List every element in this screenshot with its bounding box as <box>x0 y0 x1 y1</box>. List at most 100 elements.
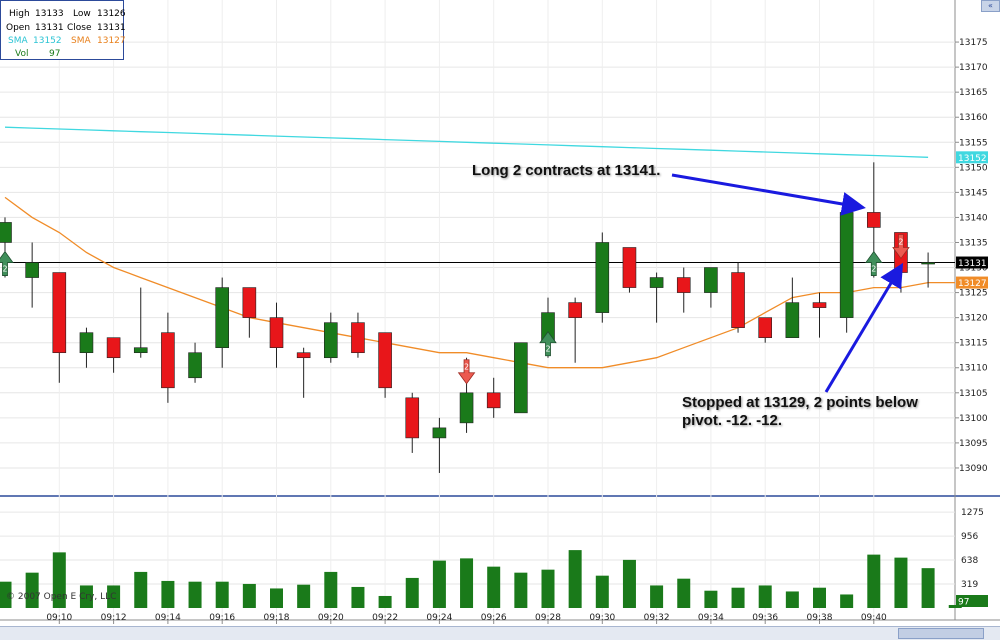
low-value: 13126 <box>97 9 126 19</box>
svg-text:13131: 13131 <box>958 259 987 269</box>
candle-body <box>812 302 827 308</box>
price-tick-label: 13145 <box>959 188 988 198</box>
volume-bar <box>405 577 419 608</box>
candle-body <box>242 287 257 318</box>
time-tick-label: 09:26 <box>481 613 507 623</box>
candle-body <box>568 302 582 318</box>
candle-body <box>79 332 94 354</box>
candle <box>269 302 284 368</box>
candle-body <box>0 222 12 243</box>
price-tick-label: 13120 <box>959 314 988 324</box>
candle-body <box>839 212 854 318</box>
sma-fast-price-label: 13127 <box>956 276 988 289</box>
price-tick-label: 13160 <box>959 113 988 123</box>
volume-bar <box>704 590 718 608</box>
scrollbar-thumb[interactable] <box>898 628 984 639</box>
time-tick-label: 09:12 <box>101 613 127 623</box>
volume-bar <box>650 585 664 608</box>
volume-tick-label: 319 <box>961 580 978 590</box>
volume-bar <box>813 587 826 608</box>
candle-body <box>133 347 148 354</box>
buy-arrow <box>539 331 557 357</box>
low-label: Low <box>73 9 91 19</box>
close-value: 13131 <box>97 23 126 33</box>
candle <box>622 247 637 293</box>
collapse-icon[interactable]: « <box>981 0 1000 12</box>
candle <box>785 277 800 338</box>
volume-bar <box>297 584 311 608</box>
volume-bar <box>432 560 446 608</box>
buy-marker-label: 2 <box>545 345 550 354</box>
candle <box>161 312 175 403</box>
candle <box>351 312 365 358</box>
time-tick-label: 09:32 <box>644 613 670 623</box>
stopped-annotation-line1: Stopped at 13129, 2 points below <box>682 394 918 411</box>
candle <box>79 327 94 368</box>
buy-marker-label: 2 <box>2 265 7 274</box>
sma-slow-label: SMA <box>8 36 28 46</box>
long-annotation-arrow <box>671 173 866 216</box>
candle-body <box>188 352 202 379</box>
time-tick-label: 09:24 <box>426 613 452 623</box>
candle <box>812 292 827 338</box>
candle-body <box>704 267 718 293</box>
candle <box>568 297 582 363</box>
candle <box>106 337 121 373</box>
price-tick-label: 13105 <box>959 389 988 399</box>
stopped-annotation-arrow <box>824 262 904 393</box>
candle-body <box>866 212 881 228</box>
volume-bar <box>324 571 338 608</box>
candle <box>595 232 610 323</box>
candle-body <box>161 332 175 389</box>
price-tick-label: 13090 <box>959 464 988 474</box>
price-tick-label: 13165 <box>959 88 988 98</box>
candle-body <box>323 322 338 359</box>
candle <box>296 347 311 398</box>
candle-body <box>514 342 528 414</box>
candle-body <box>921 262 935 265</box>
sell-arrow <box>457 359 476 385</box>
horizontal-scrollbar[interactable] <box>0 626 1000 640</box>
volume-bar <box>161 580 175 608</box>
price-tick-label: 13125 <box>959 289 988 299</box>
volume-tick-label: 956 <box>961 532 978 542</box>
candle-body <box>649 277 664 288</box>
high-value: 13133 <box>35 9 64 19</box>
price-tick-label: 13175 <box>959 38 988 48</box>
time-tick-label: 09:14 <box>155 613 181 623</box>
time-tick-label: 09:36 <box>752 613 778 623</box>
buy-marker-label: 2 <box>871 265 876 274</box>
long-entry-annotation: Long 2 contracts at 13141. <box>472 162 661 179</box>
sma-slow-value: 13152 <box>33 36 62 46</box>
volume-bar <box>242 583 256 608</box>
candle <box>25 242 39 308</box>
svg-text:97: 97 <box>958 598 969 608</box>
volume-bar <box>731 587 745 608</box>
price-tick-label: 13155 <box>959 138 988 148</box>
candle <box>432 417 447 473</box>
time-tick-label: 09:16 <box>209 613 235 623</box>
candle-body <box>405 397 420 439</box>
high-label: High <box>9 9 30 19</box>
sell-arrow <box>892 234 910 260</box>
volume-tick-label: 638 <box>961 556 978 566</box>
candle-body <box>25 262 39 278</box>
volume-bar <box>622 559 636 608</box>
price-tick-label: 13130 <box>959 264 988 274</box>
volume-bar <box>948 604 962 608</box>
candle <box>133 287 148 358</box>
open-label: Open <box>6 23 31 33</box>
candle-body <box>52 272 67 354</box>
stopped-annotation-line2: pivot. -12. -12. <box>682 412 783 429</box>
volume-bar <box>568 550 582 608</box>
candle <box>188 342 202 383</box>
volume-bar <box>785 591 799 608</box>
candle <box>215 277 229 368</box>
volume-bar <box>351 586 365 608</box>
volume-bar <box>52 552 66 608</box>
open-value: 13131 <box>35 23 64 33</box>
candle <box>514 342 528 414</box>
volume-bar <box>188 581 202 608</box>
buy-marker-icon: 2 <box>865 250 883 276</box>
